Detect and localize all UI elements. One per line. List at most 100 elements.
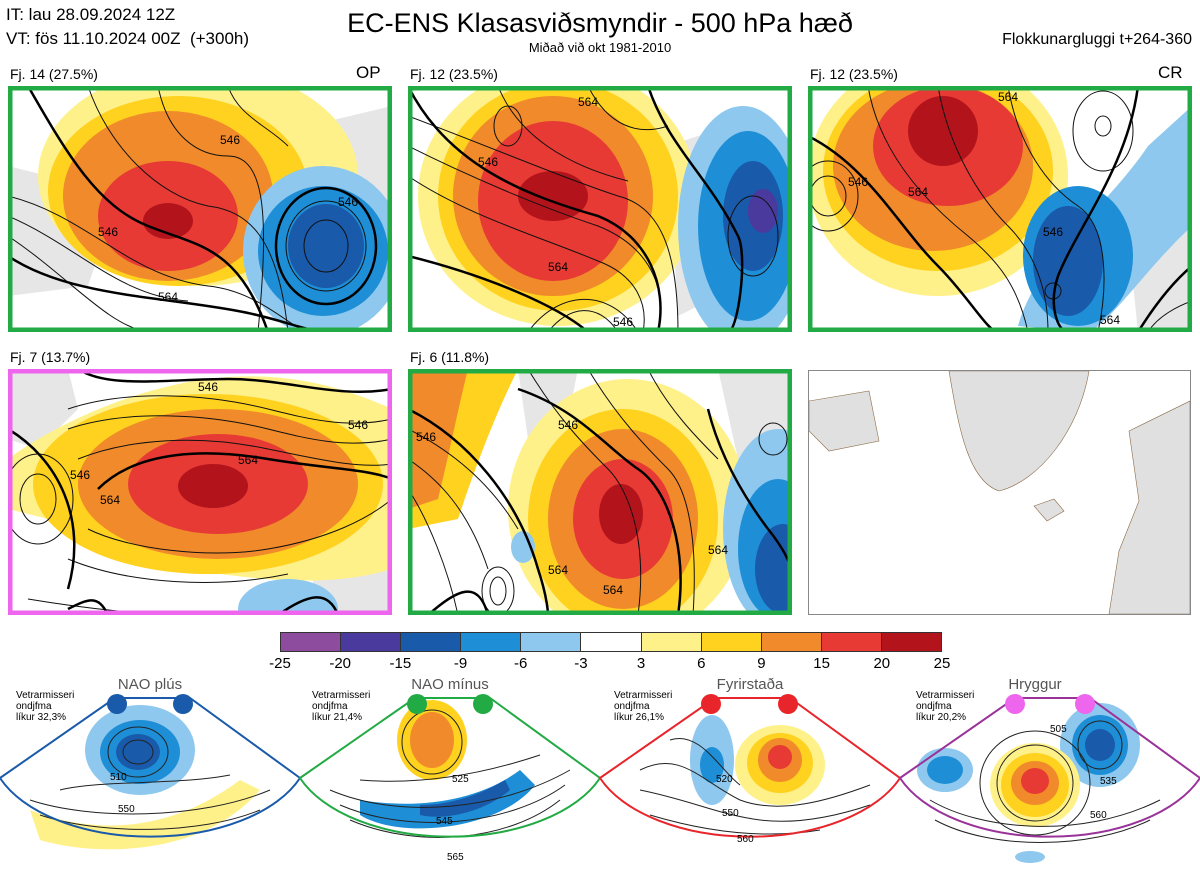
colorbar-tick-label: 25: [933, 655, 951, 672]
regime-3-map: 520 550 560: [598, 694, 902, 845]
colorbar-tick-label: -3: [574, 655, 588, 672]
europe-shape: [1108, 400, 1190, 614]
regime-2-map: 525 545 565: [298, 694, 602, 863]
regime-3-dot: [701, 694, 721, 714]
cluster-5-label: Fj. 6 (11.8%): [410, 349, 490, 365]
contour-label: 546: [198, 380, 218, 394]
anomaly-positive-5: [908, 96, 978, 166]
base-map-svg: [809, 371, 1190, 614]
regime-4-note: Vetrarmisseri ondjfma líkur 20,2%: [916, 690, 975, 723]
anomaly-negative-2: [420, 780, 510, 817]
colorbar-segment: [881, 633, 942, 651]
regime-3-note: Vetrarmisseri ondjfma líkur 26,1%: [614, 690, 673, 723]
anomaly-positive: [30, 780, 260, 850]
cluster-1-svg: 546 546 546 564: [8, 86, 392, 332]
anomaly-negative-3: [288, 204, 364, 288]
cluster-2-map: 546 564 564 546: [408, 86, 792, 332]
regime-maps: 510 550 525 545 565: [0, 694, 1200, 863]
cluster-4-map: 546 546 564 564 546: [8, 369, 392, 615]
cluster-5-map: 546 546 564 564 564: [408, 369, 792, 615]
regime-1-map: 510 550: [0, 694, 302, 850]
height-contours: [8, 86, 367, 332]
cluster-3-frame: [808, 86, 1192, 332]
cluster-3-svg: 546 564 564 546 564: [808, 86, 1192, 332]
colorbar-tick-label: 6: [697, 655, 706, 672]
cluster-2-frame: [408, 86, 792, 332]
empty-base-map: [808, 370, 1191, 615]
colorbar-segment: [341, 633, 402, 651]
contour-label: 520: [716, 774, 733, 785]
anomaly-positive-left-2: [408, 369, 468, 509]
colorbar-segment: [581, 633, 642, 651]
cluster-5-svg: 546 546 564 564 564: [408, 369, 792, 615]
contour-label: 564: [578, 95, 598, 109]
contour-label: 564: [908, 185, 928, 199]
contour-label: 564: [100, 493, 120, 507]
colorbar-segment: [281, 633, 342, 651]
contour-label: 550: [118, 804, 135, 815]
contour-label: 564: [998, 90, 1018, 104]
contour-label: 546: [98, 225, 118, 239]
contour-label: 564: [158, 290, 178, 304]
regime-3-name: Fyrirstaða: [716, 676, 784, 693]
contour-label: 546: [558, 418, 578, 432]
colorbar-tick-label: -20: [329, 655, 352, 672]
contour-label: 510: [110, 772, 127, 783]
colorbar: [280, 632, 942, 652]
window-text: Flokkunargluggi t+264-360: [1002, 31, 1192, 48]
regime-1-name: NAO plús: [117, 676, 183, 693]
regime-2-dot: [473, 694, 493, 714]
height-contours: [408, 86, 779, 332]
regime-1-dot: [107, 694, 127, 714]
anomaly-negative-right-3: [1085, 729, 1115, 761]
contour-label: 564: [548, 260, 568, 274]
contour-label: 564: [603, 583, 623, 597]
anomaly-negative-2: [700, 747, 724, 783]
regime-4-name: Hryggur: [1008, 676, 1062, 693]
cluster-4-label: Fj. 7 (13.7%): [10, 349, 91, 365]
colorbar-tick-label: 15: [813, 655, 830, 672]
contour-label: 546: [848, 175, 868, 189]
anomaly-negative-1: [238, 579, 338, 615]
land-shape: [809, 390, 880, 452]
cluster-2-svg: 546 564 564 546: [408, 86, 792, 332]
contour-label: 505: [1050, 724, 1067, 735]
colorbar-segment: [521, 633, 582, 651]
valid-time-text: VT: fös 11.10.2024 00Z (+300h): [6, 29, 250, 48]
contour-label: 560: [737, 834, 754, 845]
issue-time-text: IT: lau 28.09.2024 12Z: [6, 5, 176, 24]
contour-label: 546: [338, 195, 358, 209]
anomaly-positive-4: [1021, 768, 1049, 794]
page-title: EC-ENS Klasasviðsmyndir - 500 hPa hæð: [347, 8, 853, 38]
colorbar-segment: [641, 633, 702, 651]
anomaly-negative-bottom: [1015, 851, 1045, 863]
colorbar-tick-label: -6: [514, 655, 528, 672]
anomaly-positive-5: [518, 171, 588, 221]
regime-2-name: NAO mínus: [411, 676, 489, 693]
land-shape: [8, 369, 78, 449]
cluster-3-label: Fj. 12 (23.5%): [810, 66, 898, 82]
contour-label: 550: [722, 808, 739, 819]
regime-2-dot: [407, 694, 427, 714]
colorbar-tick-label: -15: [389, 655, 412, 672]
contour-label: 546: [70, 468, 90, 482]
regime-4-dot: [1075, 694, 1095, 714]
colorbar-segment: [401, 633, 462, 651]
cluster-3-tag: CR: [1158, 63, 1183, 82]
colorbar-segment: [461, 633, 522, 651]
colorbar-tick-label: -25: [269, 655, 291, 672]
contour-label: 535: [1100, 776, 1117, 787]
regime-4-map: 505 535 560: [898, 694, 1200, 863]
contour-label: 546: [1043, 225, 1063, 239]
contour-label: 525: [452, 774, 469, 785]
anomaly-positive-5: [599, 484, 643, 544]
anomaly-negative-4: [748, 189, 778, 233]
cluster-3-map: 546 564 564 546 564: [808, 86, 1192, 332]
contour-label: 564: [1100, 313, 1120, 327]
colorbar-segment: [761, 633, 822, 651]
contour-label: 546: [478, 155, 498, 169]
regime-3-dot: [778, 694, 798, 714]
anomaly-negative-3: [1033, 206, 1103, 316]
anomaly-positive-5: [178, 464, 248, 508]
anomaly-negative-1: [360, 770, 535, 829]
